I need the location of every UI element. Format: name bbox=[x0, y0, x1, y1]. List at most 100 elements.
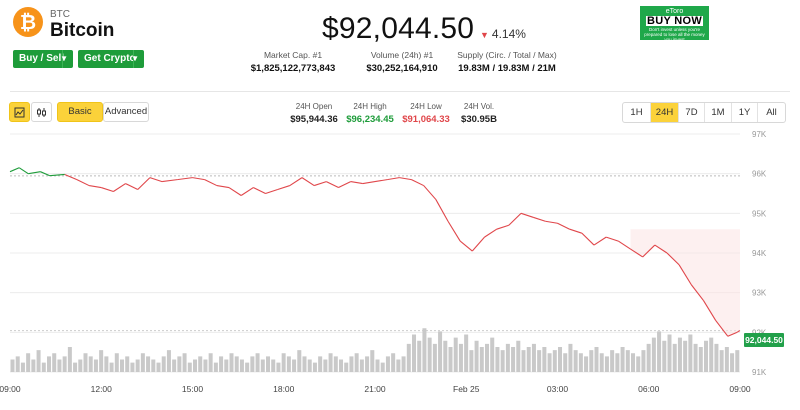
y-tick-label: 93K bbox=[752, 289, 767, 298]
volume-bar bbox=[172, 359, 177, 372]
timeframe-1m[interactable]: 1M bbox=[705, 103, 732, 122]
volume-bar bbox=[511, 347, 516, 372]
volume-bar bbox=[166, 350, 171, 372]
price-line-segment bbox=[40, 171, 50, 177]
x-tick-label: 15:00 bbox=[182, 384, 204, 394]
price-line-segment bbox=[387, 177, 400, 181]
volume-bar bbox=[657, 331, 662, 372]
volume-bar bbox=[213, 362, 218, 372]
volume-bar bbox=[135, 359, 140, 372]
volume-bar bbox=[406, 343, 411, 372]
price-line-segment bbox=[28, 171, 41, 175]
volume-bar bbox=[239, 359, 244, 372]
volume-bar bbox=[255, 353, 260, 372]
volume-bar bbox=[641, 350, 646, 372]
volume-bar bbox=[542, 347, 547, 372]
coin-ticker: BTC bbox=[50, 9, 70, 20]
volume-bar bbox=[651, 337, 656, 372]
timeframe-all[interactable]: All bbox=[766, 107, 777, 118]
y-tick-label: 94K bbox=[752, 249, 767, 258]
volume-bar bbox=[485, 343, 490, 372]
x-tick-label: 03:00 bbox=[547, 384, 569, 394]
price-line-segment bbox=[162, 179, 178, 183]
volume-bar bbox=[500, 350, 505, 372]
volume-bar bbox=[203, 359, 208, 372]
price-line-segment bbox=[9, 167, 20, 173]
volume-bar bbox=[667, 334, 672, 372]
volume-bar bbox=[719, 350, 724, 372]
timeframe-7d[interactable]: 7D bbox=[679, 103, 705, 122]
y-tick-label: 97K bbox=[752, 130, 767, 139]
price-change-value: 4.14% bbox=[491, 27, 526, 41]
volume-bar bbox=[443, 340, 448, 372]
divider bbox=[133, 50, 134, 68]
volume-bar bbox=[469, 350, 474, 372]
volume-bar bbox=[297, 350, 302, 372]
volume-bar bbox=[625, 350, 630, 372]
volume-bar bbox=[370, 350, 375, 372]
price-line-segment bbox=[125, 183, 138, 191]
timeframe-1h[interactable]: 1H bbox=[623, 103, 651, 122]
etoro-ad-banner[interactable]: eToro BUY NOW Don't invest unless you're… bbox=[640, 6, 709, 40]
volume-bar bbox=[672, 343, 677, 372]
advanced-mode-button[interactable]: Advanced bbox=[103, 102, 149, 122]
timeframe-1y[interactable]: 1Y bbox=[732, 103, 758, 122]
volume-bar bbox=[219, 356, 224, 372]
chart-type-bar-button[interactable] bbox=[31, 102, 52, 122]
price-line-segment bbox=[459, 240, 473, 252]
price-line-segment bbox=[508, 212, 522, 226]
volume-bar bbox=[354, 353, 359, 372]
volume-bar bbox=[182, 353, 187, 372]
price-line-segment bbox=[362, 181, 376, 185]
volume-bar bbox=[177, 356, 182, 372]
volume-bar bbox=[683, 340, 688, 372]
x-tick-label: 21:00 bbox=[364, 384, 386, 394]
chevron-down-icon: ▼ bbox=[131, 54, 139, 63]
volume-bar bbox=[333, 356, 338, 372]
buy-sell-button[interactable]: Buy / Sell ▼ bbox=[13, 50, 73, 68]
x-tick-label: Feb 25 bbox=[453, 384, 480, 394]
price-line-segment bbox=[545, 220, 558, 224]
price-line-segment bbox=[678, 264, 692, 286]
timeframe-24h[interactable]: 24H bbox=[651, 103, 679, 122]
volume-bar bbox=[88, 356, 93, 372]
volume-bar bbox=[130, 362, 135, 372]
volume-bar bbox=[479, 347, 484, 372]
price-line-segment bbox=[240, 187, 254, 196]
y-tick-label: 91K bbox=[752, 368, 767, 377]
volume-bar bbox=[286, 356, 291, 372]
volume-24h-stat: 24H Vol. $30.95B bbox=[454, 102, 504, 125]
volume-bar bbox=[146, 356, 151, 372]
volume-bar bbox=[677, 337, 682, 372]
price-line-segment bbox=[64, 173, 78, 181]
timeframe-selector: 1H 24H 7D 1M 1Y All bbox=[622, 102, 786, 123]
price-change: ▼ 4.14% bbox=[480, 27, 526, 41]
get-crypto-button[interactable]: Get Crypto ▼ bbox=[78, 50, 144, 68]
volume-bar bbox=[73, 362, 78, 372]
candlestick-icon bbox=[14, 107, 25, 118]
volume-bar bbox=[709, 337, 714, 372]
market-cap-label: Market Cap. #1 bbox=[263, 50, 323, 60]
bitcoin-logo-icon: ₿ bbox=[13, 7, 43, 37]
volume-bar bbox=[547, 353, 552, 372]
volume-bar bbox=[401, 356, 406, 372]
basic-mode-button[interactable]: Basic bbox=[57, 102, 103, 122]
volume-bar bbox=[151, 359, 156, 372]
chart-type-candlestick-button[interactable] bbox=[9, 102, 30, 122]
volume-bar bbox=[193, 359, 198, 372]
chevron-down-icon: ▼ bbox=[60, 54, 68, 63]
bar-icon bbox=[37, 108, 46, 117]
price-line-segment bbox=[277, 185, 291, 191]
coin-name: Bitcoin bbox=[50, 20, 115, 41]
vol-value: $30.95B bbox=[461, 114, 497, 125]
volume-bar bbox=[187, 362, 192, 372]
supply-label: Supply (Circ. / Total / Max) bbox=[457, 50, 557, 60]
volume-bar bbox=[427, 337, 432, 372]
volume-bar bbox=[62, 356, 67, 372]
y-tick-label: 95K bbox=[752, 209, 767, 218]
volume-bar bbox=[15, 356, 20, 372]
volume-bar bbox=[234, 356, 239, 372]
volume-bar bbox=[250, 356, 255, 372]
price-line-segment bbox=[690, 284, 704, 301]
price-chart[interactable]: 97K 96K 95K 94K 93K 92K 91K 09:00 12:00 15:00 18:… bbox=[0, 130, 800, 410]
